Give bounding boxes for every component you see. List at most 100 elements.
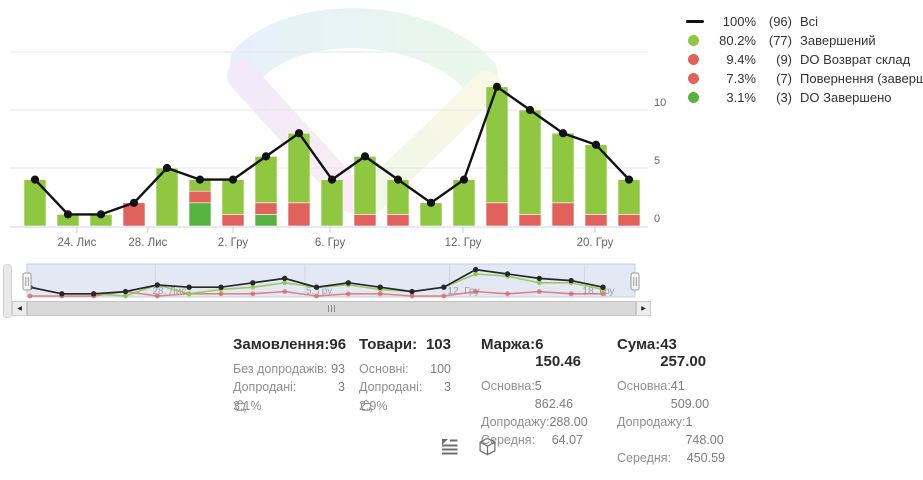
scroll-right-button[interactable]: ▶ (636, 301, 651, 316)
chart-total-line[interactable] (30, 82, 634, 219)
bar-segment[interactable] (386, 214, 410, 227)
legend-label: DO Возврат склад (800, 52, 911, 67)
x-axis-label: 2. Гру (218, 237, 249, 249)
stat-row-value: 3 (444, 380, 451, 394)
stat-row-value: 5 862.46 (534, 379, 574, 411)
navigator-left-handle[interactable] (22, 272, 32, 291)
line-marker[interactable] (591, 140, 601, 149)
y-axis-label: 5 (654, 155, 660, 167)
line-marker[interactable] (63, 210, 73, 219)
stats-column: Товари: 103 Основні: 100 Допродані: 3 x 2.9% (359, 336, 451, 467)
stat-row-label: Основна: (481, 379, 535, 393)
basket-percent-value: 2.9% (359, 399, 388, 413)
x-axis-label: 6. Гру (315, 237, 346, 249)
stat-value: 96 (329, 336, 347, 353)
line-marker[interactable] (195, 175, 205, 184)
stat-row: Допродані: 3 (233, 378, 345, 396)
line-marker[interactable] (393, 175, 403, 184)
legend-dot-swatch-icon (688, 92, 699, 103)
legend-percent: 100% (722, 14, 756, 29)
stat-title: Замовлення: (233, 336, 330, 353)
vertical-scrollbar[interactable] (3, 264, 12, 318)
stat-row: Без допродажів: 93 (233, 360, 345, 378)
bar-segment[interactable] (617, 179, 641, 215)
line-marker[interactable] (261, 152, 271, 161)
stats-column: Маржа: 6 150.46 Основна: 5 862.46 Допродажу:… (481, 336, 588, 467)
line-marker[interactable] (492, 82, 502, 91)
legend-count: (77) (768, 33, 792, 48)
bar-segment[interactable] (221, 179, 245, 215)
line-marker[interactable] (525, 105, 535, 115)
legend-item[interactable]: 100% (96) Всі (686, 12, 923, 31)
line-marker[interactable] (162, 163, 172, 173)
basket-percent-icon: x (360, 400, 374, 414)
line-marker[interactable] (459, 175, 469, 184)
chart-legend: 100% (96) Всі 80.2% (77) Завершений 9.4% (9) DO … (686, 12, 923, 107)
horizontal-scrollbar: ◀ ▶ (12, 301, 651, 316)
bar-segment[interactable] (221, 214, 245, 227)
line-marker[interactable] (96, 210, 106, 219)
line-marker[interactable] (624, 175, 634, 184)
bar-segment[interactable] (188, 202, 212, 227)
bar-segment[interactable] (518, 109, 542, 215)
bar-segment[interactable] (254, 214, 278, 227)
bar-segment[interactable] (353, 156, 377, 215)
stat-value: 43 257.00 (660, 336, 707, 370)
legend-label: Всі (800, 14, 819, 29)
bar-segment[interactable] (254, 202, 278, 215)
legend-label: DO Завершено (800, 90, 892, 105)
stat-row: Основна: 41 509.00 (617, 377, 725, 413)
line-marker[interactable] (327, 175, 337, 184)
chart-navigator[interactable]: 28. Лис 5. Гру 12. Гру 18. Гру (0, 258, 660, 300)
bar-segment[interactable] (551, 132, 575, 204)
bar-segment[interactable] (551, 202, 575, 227)
line-marker[interactable] (129, 198, 139, 207)
chart-bars[interactable] (23, 86, 641, 227)
bar-segment[interactable] (617, 214, 641, 227)
legend-item[interactable]: 7.3% (7) Повернення (завершений) (686, 69, 923, 88)
svg-text:x: x (244, 407, 248, 414)
x-axis-label: 20. Гру (577, 237, 614, 249)
bar-segment[interactable] (320, 179, 344, 227)
line-marker[interactable] (228, 175, 238, 184)
bar-segment[interactable] (452, 179, 476, 227)
scrollbar-thumb[interactable] (27, 301, 636, 316)
bar-segment[interactable] (353, 214, 377, 227)
bar-segment[interactable] (584, 214, 608, 227)
legend-count: (9) (776, 52, 792, 67)
stat-title: Сума: (617, 336, 661, 353)
scrollbar-track[interactable] (27, 301, 636, 316)
bar-segment[interactable] (485, 202, 509, 227)
scroll-left-button[interactable]: ◀ (12, 301, 27, 316)
line-marker[interactable] (426, 198, 436, 207)
line-marker[interactable] (360, 152, 370, 161)
stat-row-label: Основні: (359, 362, 409, 376)
package-view-button[interactable] (475, 434, 499, 458)
legend-count: (7) (776, 71, 792, 86)
bar-segment[interactable] (254, 156, 278, 204)
line-marker[interactable] (558, 129, 568, 138)
bar-segment[interactable] (584, 144, 608, 215)
y-axis-label: 0 (654, 213, 660, 225)
bar-segment[interactable] (485, 86, 509, 204)
package-view-icon (478, 437, 496, 455)
scrollbar-grip-icon (328, 305, 335, 312)
chart-x-axis: 24. Лис 28. Лис 2. Гру 6. Гру 12. Гру 20. Гру (57, 227, 614, 249)
legend-item[interactable]: 3.1% (3) DO Завершено (686, 88, 923, 107)
legend-item[interactable]: 80.2% (77) Завершений (686, 31, 923, 50)
stat-row: Допродажу: 288.00 (481, 413, 588, 431)
list-view-button[interactable] (437, 434, 461, 458)
line-marker[interactable] (294, 129, 304, 138)
stat-row-label: Допродані: (359, 380, 423, 394)
navigator-label: 28. Лис (153, 286, 187, 297)
legend-item[interactable]: 9.4% (9) DO Возврат склад (686, 50, 923, 69)
bar-segment[interactable] (287, 202, 311, 227)
chart-gridlines (10, 51, 648, 228)
summary-stats: Замовлення: 96 Без допродажів: 93 Допродані:… (233, 336, 725, 467)
bar-segment[interactable] (188, 190, 212, 204)
scroll-right-icon: ▶ (641, 305, 646, 312)
line-marker[interactable] (30, 175, 40, 184)
legend-dot-swatch-icon (688, 35, 699, 46)
bar-segment[interactable] (518, 214, 542, 227)
navigator-right-handle[interactable] (630, 272, 640, 291)
